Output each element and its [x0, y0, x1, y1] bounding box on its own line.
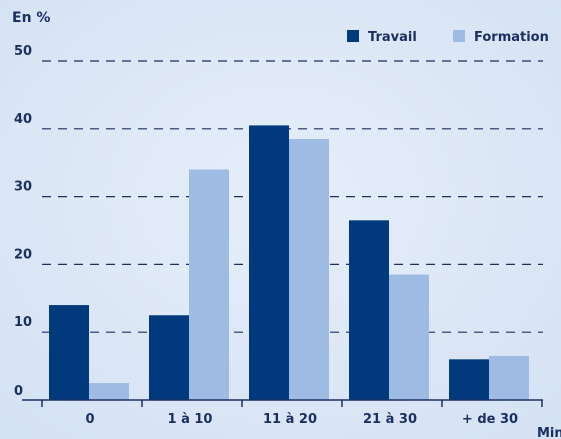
legend: Travail Formation	[347, 30, 549, 45]
y-tick-label: 50	[14, 44, 32, 59]
x-tick-label: 21 à 30	[363, 412, 417, 427]
bar-formation-3	[389, 274, 429, 400]
bar-formation-0	[89, 383, 129, 400]
legend-label-travail: Travail	[368, 30, 417, 45]
bar-travail-1	[149, 315, 189, 400]
x-tick-label: + de 30	[462, 412, 518, 427]
bar-travail-0	[49, 305, 89, 400]
y-tick-label: 40	[14, 112, 32, 127]
y-tick-label: 30	[14, 180, 32, 195]
bar-formation-2	[289, 138, 329, 400]
axes: 0 10 20 30 40 50 0 1 à 10 11 à 20 21 à 30 + de 30	[14, 44, 543, 427]
x-axis-label: Min	[537, 426, 561, 439]
bar-travail-2	[249, 125, 289, 400]
bar-travail-3	[349, 220, 389, 400]
bar-formation-1	[189, 169, 229, 400]
grid-lines	[42, 60, 543, 333]
y-tick-label: 0	[14, 384, 23, 399]
y-axis-label: En %	[12, 10, 50, 26]
bar-formation-4	[489, 355, 529, 400]
legend-swatch-formation	[453, 30, 465, 42]
legend-swatch-travail	[347, 30, 359, 42]
x-tick-label: 11 à 20	[263, 412, 317, 427]
bar-travail-4	[449, 359, 489, 400]
x-tick-label: 0	[85, 412, 94, 427]
bars	[49, 125, 529, 400]
legend-label-formation: Formation	[474, 30, 549, 45]
x-tick-label: 1 à 10	[168, 412, 213, 427]
y-tick-label: 10	[14, 315, 32, 330]
y-tick-label: 20	[14, 247, 32, 262]
